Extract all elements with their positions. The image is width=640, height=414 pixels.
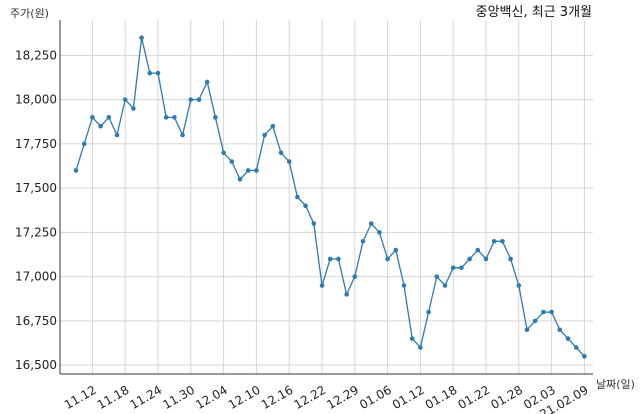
data-point <box>147 70 153 76</box>
data-point <box>401 283 407 288</box>
y-tick-label: 17,500 <box>15 181 57 195</box>
x-tick-label: 11.18 <box>95 383 132 412</box>
y-tick-label: 16,500 <box>15 358 57 372</box>
data-point <box>254 168 259 173</box>
data-point <box>557 327 563 333</box>
data-point <box>467 256 472 262</box>
data-point <box>311 221 317 226</box>
data-point <box>500 238 505 244</box>
chart-title: 중앙백신, 최근 3개월 <box>476 5 592 20</box>
price-series <box>73 35 587 359</box>
x-tick-label: 11.24 <box>128 383 165 412</box>
x-ticks: 11.1211.1811.2411.3012.0412.1012.1612.22… <box>62 383 591 414</box>
y-tick-label: 17,250 <box>15 225 57 239</box>
data-point <box>385 256 390 262</box>
data-point <box>245 168 251 173</box>
data-point <box>188 97 194 102</box>
x-tick-label: 01.22 <box>456 383 493 412</box>
series-line <box>75 37 585 357</box>
x-tick-label: 12.04 <box>193 383 230 412</box>
data-point <box>221 150 226 156</box>
x-tick-label: 11.12 <box>62 383 99 412</box>
data-point <box>565 336 571 341</box>
y-tick-label: 18,000 <box>15 93 57 107</box>
data-point <box>549 309 554 315</box>
data-point <box>114 132 120 138</box>
data-point <box>491 238 497 244</box>
data-point <box>418 345 423 350</box>
y-tick-label: 17,000 <box>15 270 57 284</box>
data-point <box>393 247 399 253</box>
data-point <box>229 159 235 164</box>
data-point <box>213 115 218 120</box>
x-tick-label: 12.10 <box>226 383 263 412</box>
x-tick-label: 01.12 <box>390 383 427 412</box>
data-point <box>459 265 464 271</box>
data-point <box>475 247 481 253</box>
x-tick-label: 01.18 <box>423 383 460 412</box>
y-axis-title: 주가(원) <box>10 7 49 20</box>
data-point <box>336 256 341 262</box>
data-point <box>237 177 243 182</box>
data-point <box>131 106 136 111</box>
data-point <box>81 141 87 147</box>
x-tick-label: 12.22 <box>292 383 329 412</box>
data-point <box>295 194 300 200</box>
data-point <box>377 230 382 235</box>
x-tick-label: 12.16 <box>259 383 296 412</box>
axes <box>59 20 593 375</box>
y-tick-label: 18,250 <box>15 48 57 62</box>
x-axis-title: 날짜(일) <box>596 377 635 391</box>
x-tick-label: 12.29 <box>324 383 361 412</box>
y-tick-label: 17,750 <box>15 137 57 151</box>
data-point <box>180 132 185 138</box>
data-point <box>196 97 202 102</box>
data-point <box>262 132 267 138</box>
data-point <box>155 70 161 76</box>
x-tick-label: 11.30 <box>160 383 197 412</box>
data-point <box>573 345 579 350</box>
data-point <box>426 309 431 315</box>
y-ticks: 16,500 16,750 17,000 17,250 17,500 17,750 18,0… <box>15 48 57 372</box>
data-point <box>483 256 489 262</box>
data-point <box>541 309 546 315</box>
data-point <box>122 97 128 102</box>
data-point <box>204 79 210 85</box>
data-point <box>442 283 448 288</box>
grid <box>60 20 593 374</box>
data-point <box>327 256 333 262</box>
data-point <box>368 221 374 226</box>
data-point <box>524 327 530 333</box>
x-tick-label: 01.06 <box>357 383 394 412</box>
data-point <box>163 115 169 120</box>
data-point <box>344 292 349 297</box>
data-point <box>172 115 177 120</box>
data-point <box>98 123 103 129</box>
data-point <box>516 283 522 288</box>
x-tick-label: 01.28 <box>488 383 525 412</box>
data-point <box>286 159 292 164</box>
data-point <box>303 203 308 209</box>
data-point <box>278 150 284 156</box>
data-point <box>106 115 112 120</box>
data-point <box>352 274 358 279</box>
data-point <box>508 256 513 262</box>
data-point <box>450 265 456 271</box>
data-point <box>319 283 325 288</box>
data-point <box>90 115 95 120</box>
y-tick-label: 16,750 <box>15 314 57 328</box>
data-point <box>73 168 79 173</box>
data-point <box>434 274 440 279</box>
data-point <box>532 318 538 324</box>
data-point <box>139 35 144 40</box>
data-point <box>360 238 366 244</box>
data-point <box>409 336 415 341</box>
data-point <box>582 354 587 359</box>
data-point <box>270 123 276 129</box>
